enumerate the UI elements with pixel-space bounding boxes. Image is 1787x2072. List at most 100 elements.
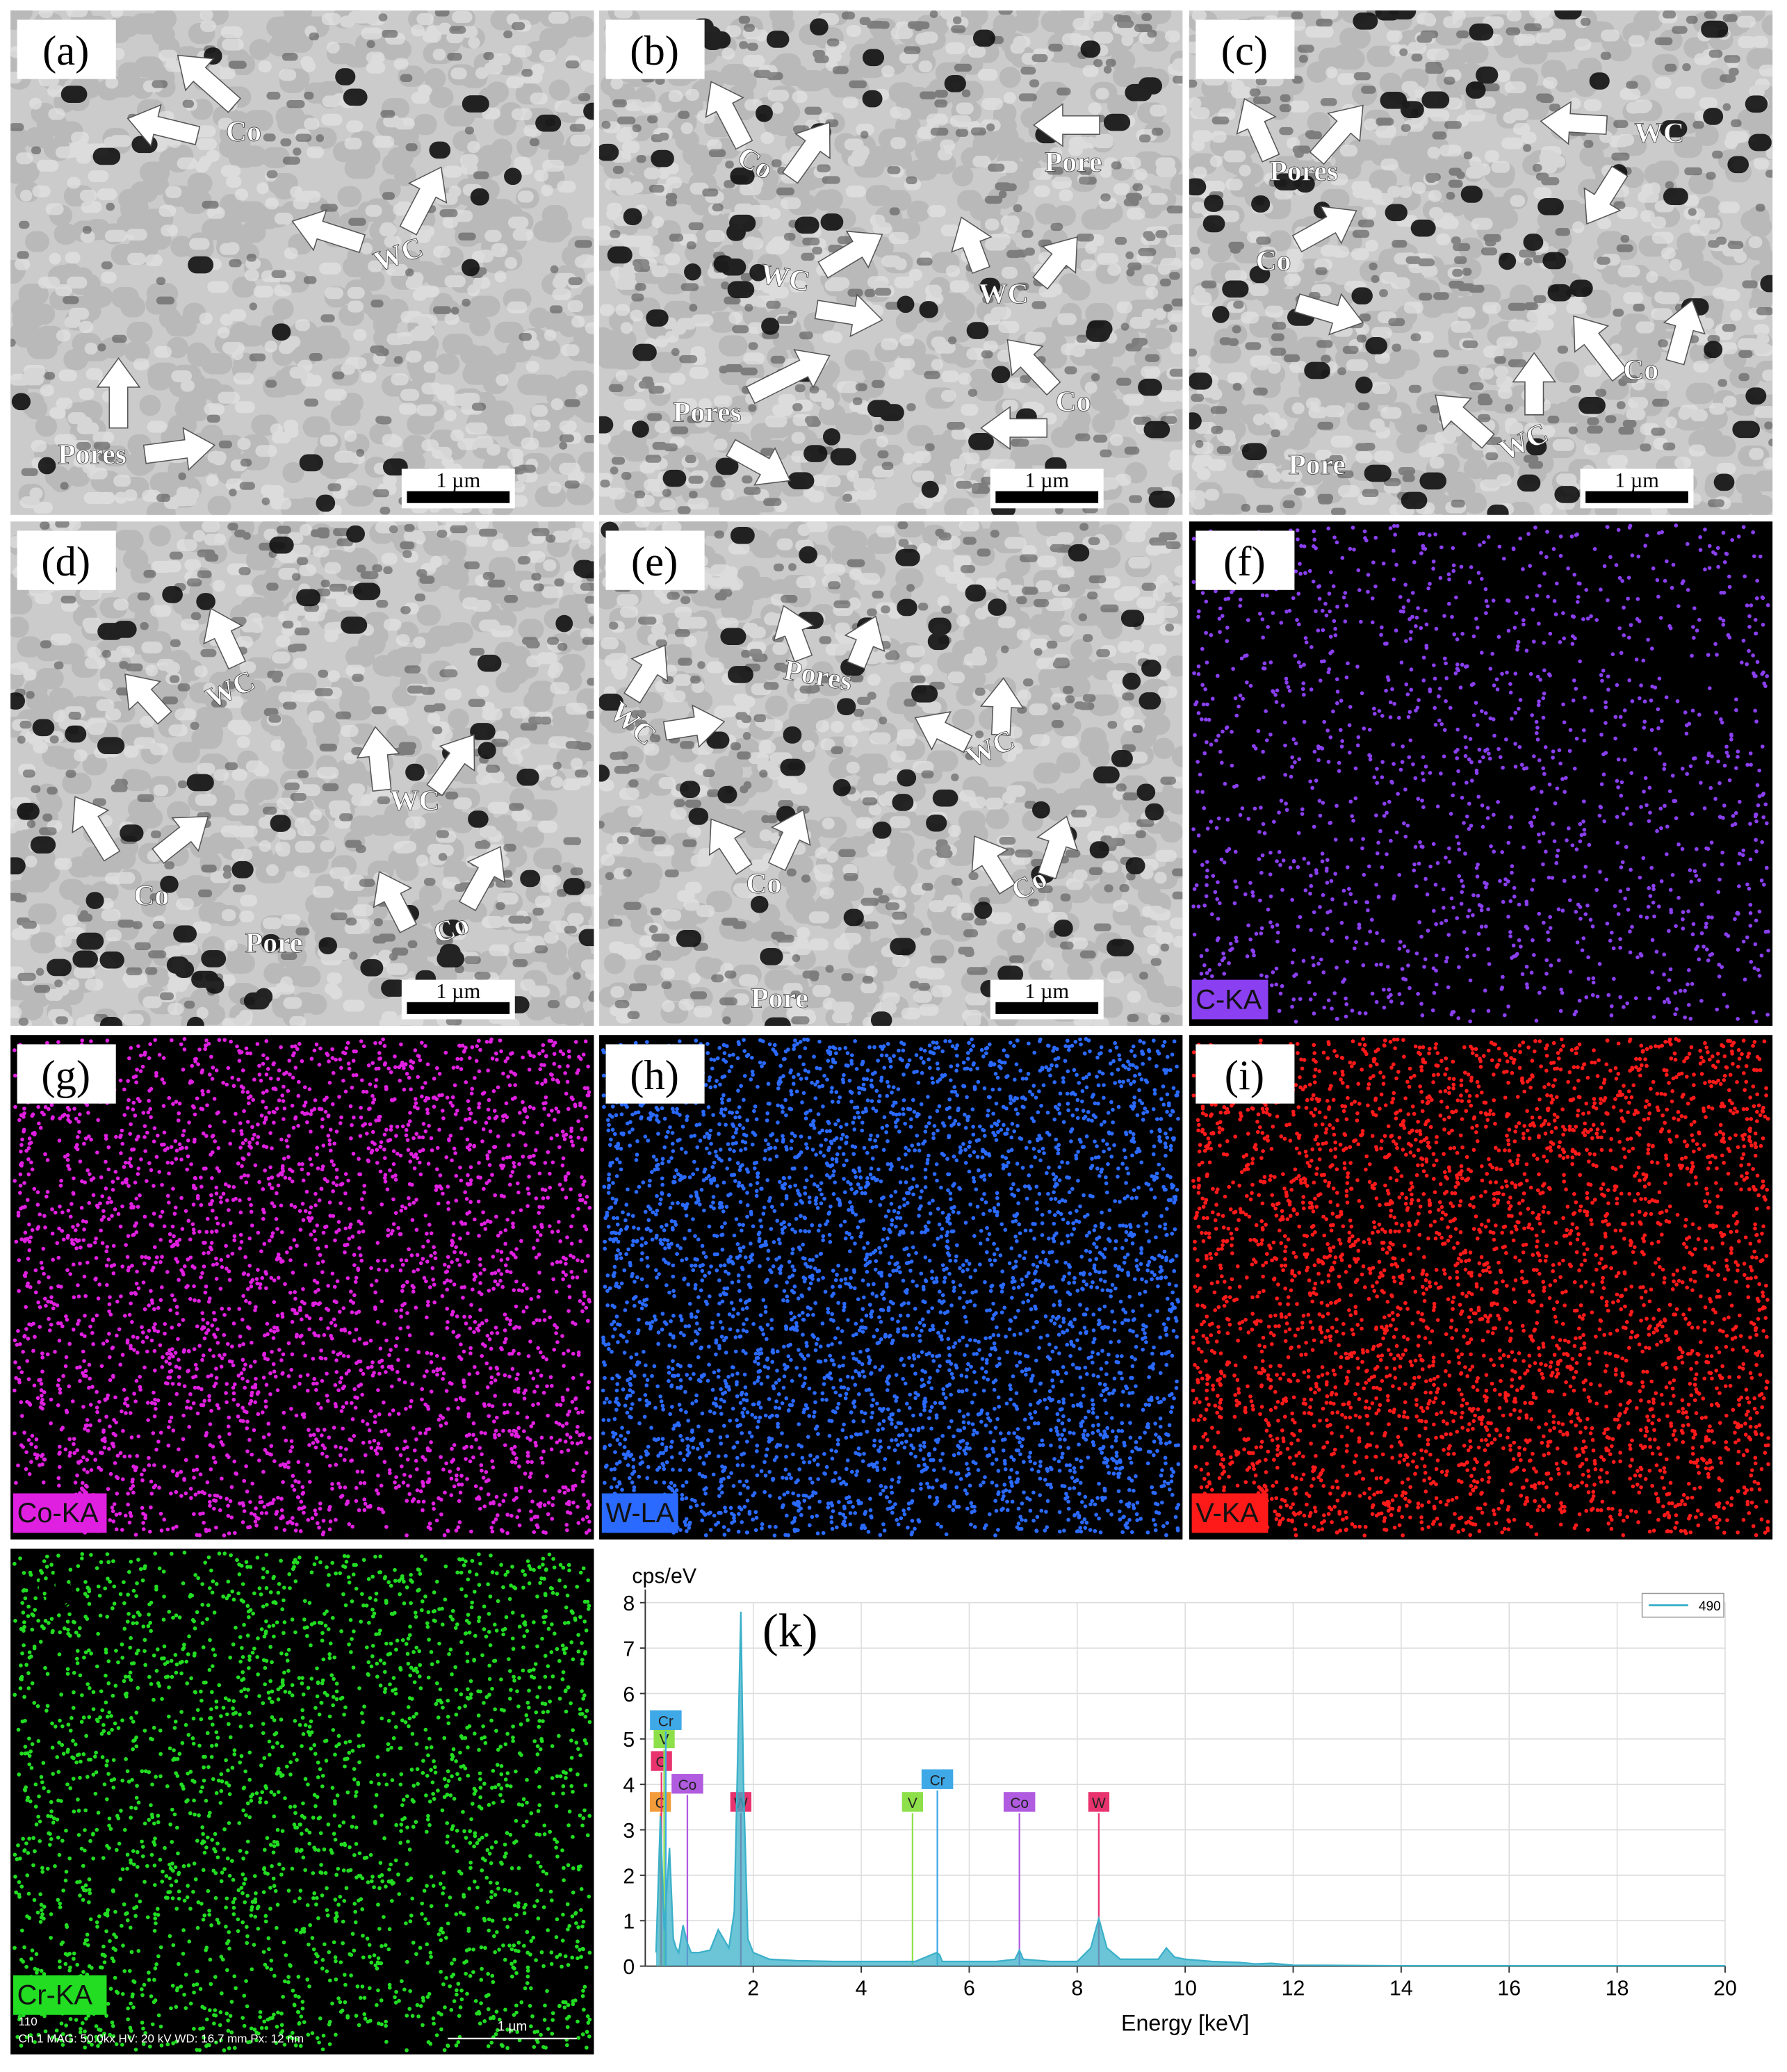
arrow <box>745 349 831 405</box>
peak-label-box <box>650 1710 682 1730</box>
scale-bar <box>407 1002 510 1014</box>
arrow <box>152 815 209 864</box>
spectrum-line <box>655 1611 1725 1967</box>
map-panel: (f) C-KA <box>1189 521 1773 1026</box>
element-label: W-LA <box>606 1498 675 1528</box>
arrow <box>814 293 883 338</box>
arrow <box>1236 97 1280 163</box>
panel-label: (c) <box>1221 28 1268 74</box>
arrow <box>781 122 831 184</box>
annotation: Pore <box>751 982 808 1014</box>
element-box <box>1191 979 1268 1020</box>
y-tick-label: 6 <box>623 1683 635 1706</box>
arrow <box>951 216 993 275</box>
label-box <box>605 19 705 79</box>
annotation: WC <box>758 258 813 298</box>
annotation: WC <box>1634 117 1684 149</box>
arrow <box>971 835 1016 895</box>
arrow <box>623 644 669 704</box>
y-axis-title: cps/eV <box>632 1565 696 1588</box>
arrow <box>1032 236 1078 290</box>
arrow <box>705 81 753 150</box>
sem-texture <box>10 521 594 1026</box>
arrow <box>1006 338 1061 396</box>
annotation: Pore <box>245 927 303 959</box>
x-tick-label: 18 <box>1606 1977 1629 2000</box>
map-dots <box>1191 523 1770 1024</box>
arrow <box>72 796 121 862</box>
arrow <box>980 405 1047 450</box>
arrow <box>96 357 141 429</box>
annotation: Co <box>1056 386 1091 418</box>
element-box <box>601 1493 678 1533</box>
annotation: Co <box>1623 354 1658 386</box>
peak-label-box <box>651 1751 672 1771</box>
y-tick-label: 2 <box>623 1865 635 1888</box>
arrow <box>1036 815 1079 880</box>
map-panel: (j) Cr-KA 110 Ch 1 MAG: 50.0kx HV: 20 kV WD… <box>10 1549 594 2055</box>
map-panel: (g) Co-KA <box>10 1035 594 1540</box>
panel-label: (h) <box>630 1052 679 1099</box>
map-background <box>10 1549 594 2055</box>
panel-label: (f) <box>1223 539 1266 585</box>
arrow <box>773 605 815 662</box>
x-tick-label: 20 <box>1713 1977 1737 2000</box>
arrow <box>1540 101 1608 145</box>
sem-texture <box>10 10 594 515</box>
sem-texture <box>1189 10 1773 515</box>
arrow <box>1663 299 1706 366</box>
arrow <box>291 209 366 254</box>
label-box <box>1196 19 1295 79</box>
panel-label: (d) <box>41 539 90 585</box>
annotation: Pores <box>781 654 854 697</box>
annotation: Pores <box>1269 156 1338 188</box>
y-tick-label: 8 <box>623 1592 635 1615</box>
scale-label: 1 µm <box>1025 468 1069 492</box>
y-tick-label: 7 <box>623 1638 635 1661</box>
arrow <box>767 809 811 872</box>
element-box <box>1191 1493 1268 1533</box>
scale-label: 1 µm <box>1615 468 1659 492</box>
peak-label: V <box>660 1731 669 1747</box>
peak-label: Cr <box>930 1772 945 1788</box>
x-tick-label: 10 <box>1173 1977 1197 2000</box>
element-box <box>13 1493 107 1533</box>
label-box <box>17 19 116 79</box>
annotation: Pore <box>1045 146 1102 178</box>
arrow <box>979 677 1025 736</box>
panel-label: (j) <box>37 1562 76 1608</box>
arrow <box>458 846 506 911</box>
peak-label: Co <box>678 1777 697 1793</box>
arrow <box>726 439 791 486</box>
panel-label: (a) <box>42 28 89 74</box>
x-tick-label: 16 <box>1497 1977 1521 2000</box>
arrow <box>1294 293 1364 336</box>
peak-label-box <box>921 1769 954 1789</box>
scale-label: 1 µm <box>498 2020 527 2034</box>
peak-label: Cr <box>658 1713 674 1729</box>
scale-label: 1 µm <box>436 979 480 1003</box>
y-tick-label: 0 <box>623 1956 635 1979</box>
label-box <box>1196 530 1295 590</box>
arrow <box>817 230 883 279</box>
map-dots <box>12 1550 592 2053</box>
arrow <box>1512 352 1557 416</box>
peak-label-box <box>649 1792 671 1812</box>
arrow <box>1435 394 1495 449</box>
element-label: Co-KA <box>17 1498 99 1528</box>
label-box <box>17 530 116 590</box>
map-panel: (h) W-LA <box>599 1035 1183 1540</box>
y-tick-label: 5 <box>623 1729 635 1752</box>
x-tick-label: 4 <box>856 1977 867 2000</box>
annotation: Co <box>133 880 169 912</box>
x-tick-label: 8 <box>1071 1977 1083 2000</box>
scale-bar <box>407 491 510 503</box>
y-tick-label: 3 <box>623 1820 635 1843</box>
arrow <box>1583 165 1629 225</box>
chart-background <box>605 1549 1769 2055</box>
annotation: Pores <box>673 396 742 428</box>
panel-label: (b) <box>630 28 679 74</box>
